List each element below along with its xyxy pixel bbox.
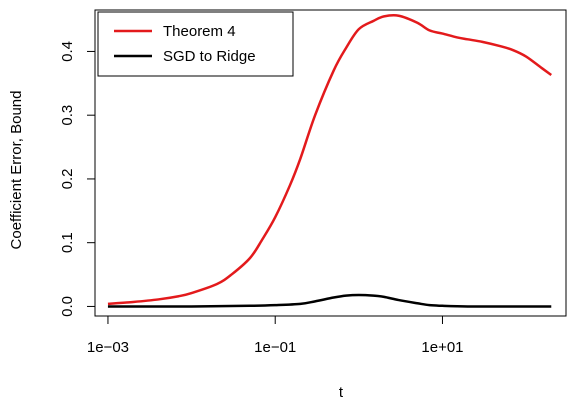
series-layer (107, 14, 553, 308)
series-line-sgd-to-ridge (107, 293, 552, 308)
y-tick-label: 0.2 (59, 169, 76, 190)
x-tick-label: 1e−01 (254, 339, 296, 356)
x-tick-label: 1e−03 (87, 339, 129, 356)
y-tick-label: 0.4 (59, 41, 76, 62)
legend-box (97, 11, 294, 77)
x-tick-label: 1e+01 (421, 339, 463, 356)
y-axis-label: Coefficient Error, Bound (8, 91, 25, 250)
legend: Theorem 4 SGD to Ridge (97, 11, 294, 77)
y-axis: 0.0 0.1 0.2 0.3 0.4 (59, 41, 96, 317)
y-tick-label: 0.1 (59, 232, 76, 253)
x-axis: 1e−03 1e−01 1e+01 (87, 315, 464, 356)
legend-label-theorem-4: Theorem 4 (163, 23, 236, 40)
x-axis-label: t (339, 384, 344, 397)
series-line-theorem-4 (107, 14, 553, 306)
y-tick-label: 0.3 (59, 105, 76, 126)
y-tick-label: 0.0 (59, 296, 76, 317)
legend-label-sgd-to-ridge: SGD to Ridge (163, 48, 256, 65)
